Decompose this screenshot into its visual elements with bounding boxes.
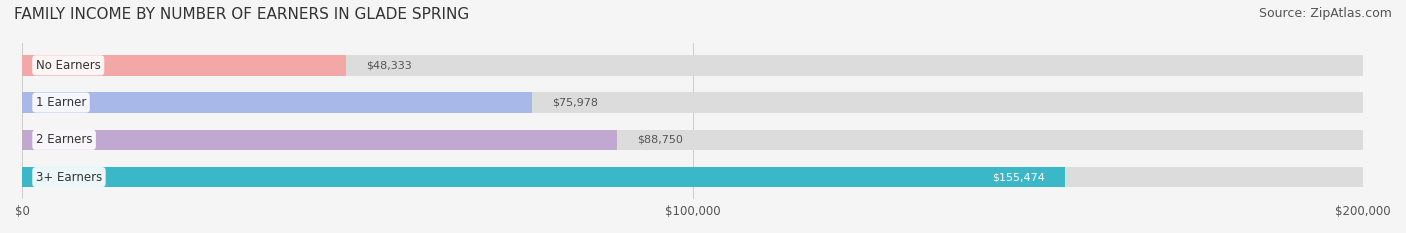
Text: FAMILY INCOME BY NUMBER OF EARNERS IN GLADE SPRING: FAMILY INCOME BY NUMBER OF EARNERS IN GL… xyxy=(14,7,470,22)
Text: Source: ZipAtlas.com: Source: ZipAtlas.com xyxy=(1258,7,1392,20)
Text: $48,333: $48,333 xyxy=(367,60,412,70)
Bar xyxy=(22,55,1364,75)
Bar xyxy=(22,92,531,113)
Text: $155,474: $155,474 xyxy=(991,172,1045,182)
Text: $88,750: $88,750 xyxy=(637,135,683,145)
Bar xyxy=(22,130,617,150)
Bar xyxy=(22,55,346,75)
Bar xyxy=(22,167,1064,187)
Text: No Earners: No Earners xyxy=(35,59,101,72)
Text: $75,978: $75,978 xyxy=(553,98,598,108)
Text: 3+ Earners: 3+ Earners xyxy=(35,171,103,184)
Bar xyxy=(22,167,1364,187)
Bar xyxy=(22,92,1364,113)
Text: 2 Earners: 2 Earners xyxy=(35,133,93,146)
Bar xyxy=(22,130,1364,150)
Text: 1 Earner: 1 Earner xyxy=(35,96,86,109)
